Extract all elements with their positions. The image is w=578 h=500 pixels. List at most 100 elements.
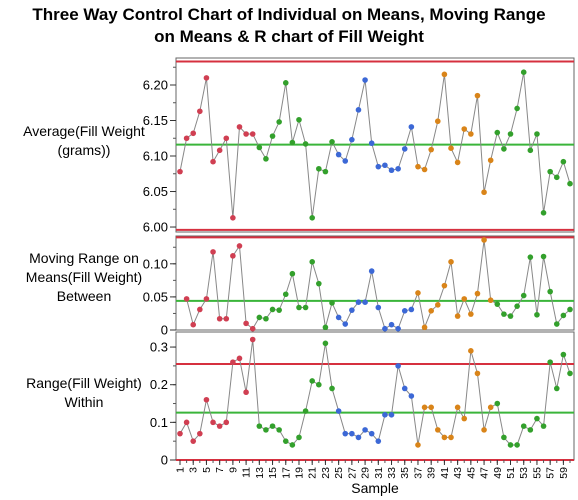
series-line	[179, 339, 571, 446]
panel-1: 6.00 6.05 6.10 6.15 6.20	[143, 57, 575, 235]
data-point	[553, 385, 560, 392]
data-point	[454, 313, 461, 319]
data-point	[329, 139, 335, 145]
data-point	[203, 296, 210, 302]
data-point	[276, 427, 282, 433]
data-point	[547, 359, 553, 365]
data-point	[428, 404, 434, 411]
range-panel-ylabel: Range(Fill Weight) Within	[0, 374, 168, 412]
data-point	[434, 302, 441, 308]
data-point	[223, 419, 230, 426]
range-ylabel-line-1: Range(Fill Weight)	[26, 375, 142, 391]
data-point	[223, 315, 230, 322]
x-tick-label: 31	[373, 467, 385, 479]
x-tick-label: 47	[479, 467, 491, 479]
data-point	[421, 324, 428, 331]
x-tick-label: 19	[293, 467, 305, 479]
data-point	[263, 156, 269, 162]
data-point	[349, 307, 355, 313]
x-tick-label: 37	[412, 467, 424, 479]
data-point	[335, 408, 342, 414]
x-tick-label: 9	[227, 467, 239, 473]
data-point	[289, 139, 296, 146]
x-tick-label: 41	[439, 467, 451, 479]
data-point	[560, 312, 567, 319]
data-point	[322, 324, 329, 331]
data-point	[547, 168, 553, 175]
x-tick-label: 51	[505, 467, 517, 479]
data-point	[368, 268, 375, 274]
data-point	[534, 311, 540, 318]
data-point	[296, 434, 302, 441]
panel-3: 0 0.1 0.2 0.3	[150, 331, 575, 468]
data-point	[362, 299, 368, 305]
data-point	[282, 291, 289, 298]
x-axis-label: Sample	[351, 480, 399, 496]
data-point	[316, 280, 322, 287]
x-tick-label: 17	[280, 467, 292, 479]
chart-title-line-2: on Means & R chart of Fill Weight	[154, 27, 424, 46]
data-point	[342, 158, 349, 164]
data-point	[461, 296, 468, 302]
data-point	[309, 378, 316, 384]
data-point	[349, 136, 355, 143]
data-point	[553, 321, 560, 327]
data-point	[296, 304, 302, 311]
x-tick-label: 59	[558, 467, 570, 479]
data-point	[401, 146, 408, 152]
data-point	[230, 214, 236, 221]
data-point	[468, 131, 474, 137]
data-point	[461, 415, 468, 422]
data-point	[355, 299, 362, 305]
data-point	[375, 438, 382, 444]
data-point	[507, 131, 514, 137]
data-point	[230, 253, 236, 259]
data-point	[256, 144, 263, 151]
data-point	[448, 259, 454, 265]
x-tick-label: 11	[241, 467, 253, 478]
data-point	[408, 393, 415, 399]
data-point	[309, 259, 316, 265]
data-point	[527, 147, 534, 154]
range-ylabel-line-2: Within	[64, 394, 104, 410]
data-point	[401, 308, 408, 314]
data-point	[183, 296, 190, 302]
data-point	[302, 304, 309, 311]
average-ylabel-line-2: (grams))	[57, 142, 111, 158]
data-point	[454, 159, 461, 166]
data-point	[507, 313, 514, 319]
data-point	[501, 146, 507, 152]
data-point	[428, 146, 434, 153]
data-point	[342, 321, 349, 327]
data-point	[183, 135, 190, 142]
data-point	[302, 141, 309, 147]
y-tick-label: 6.05	[143, 184, 168, 199]
x-tick-label: 39	[426, 467, 438, 479]
x-tick-label: 53	[518, 467, 530, 479]
data-point	[534, 415, 540, 422]
data-point	[216, 147, 223, 154]
data-point	[474, 92, 481, 99]
data-point	[468, 348, 474, 354]
data-point	[487, 297, 494, 304]
data-point	[560, 158, 567, 165]
x-tick-label: 5	[201, 467, 213, 473]
x-tick-label: 35	[399, 467, 411, 479]
moving-range-ylabel-line-2: Means(Fill Weight)	[25, 269, 143, 285]
data-point	[514, 303, 520, 309]
x-tick-label: 3	[188, 467, 200, 473]
data-point	[553, 174, 560, 181]
data-point	[197, 306, 203, 313]
chart-title: Three Way Control Chart of Individual on…	[0, 4, 578, 48]
y-tick-label: 0.1	[150, 415, 168, 430]
data-point	[507, 442, 514, 448]
y-tick-label: 6.10	[143, 149, 168, 164]
data-point	[183, 419, 190, 426]
data-point	[481, 427, 487, 433]
data-point	[177, 168, 183, 175]
data-point	[567, 306, 573, 313]
data-point	[322, 340, 329, 347]
data-point	[375, 304, 382, 311]
data-point	[540, 423, 547, 429]
